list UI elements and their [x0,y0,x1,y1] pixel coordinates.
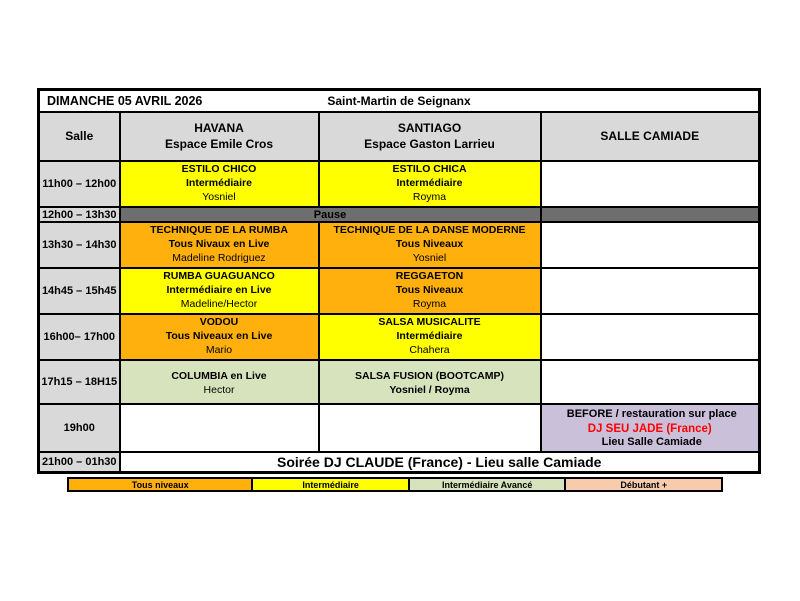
class-level: Intermédiaire en Live [166,284,272,297]
time-cell: 14h45 – 15h45 [37,267,121,315]
class-teacher: Mario [205,343,233,356]
header-salle: Salle [37,111,121,162]
schedule-location: Saint-Martin de Seignanx [327,94,471,108]
class-teacher: Madeline Rodriguez [172,251,266,264]
row-14h45: 14h45 – 15h45 RUMBA GUAGUANCO Intermédia… [37,267,761,315]
time-cell: 19h00 [37,403,121,453]
class-cell-columbia: COLUMBIA en Live Hector [118,359,320,405]
class-title: TECHNIQUE DE LA RUMBA [150,224,288,237]
time-cell: 11h00 – 12h00 [37,160,121,208]
level-legend: Tous niveaux Intermédiaire Intermédiaire… [67,477,723,492]
legend-tous-niveaux: Tous niveaux [67,477,254,492]
time-cell: 12h00 – 13h30 [37,206,121,223]
legend-intermediaire-avance: Intermédiaire Avancé [407,477,567,492]
soiree-cell: Soirée DJ CLAUDE (France) - Lieu salle C… [118,451,761,474]
header-santiago-name: SANTIAGO [397,120,462,135]
row-11h00: 11h00 – 12h00 ESTILO CHICO Intermédiaire… [37,160,761,208]
class-title: COLUMBIA en Live [171,369,267,382]
row-pause: 12h00 – 13h30 Pause [37,206,761,223]
class-teacher: Yosniel [202,190,236,203]
class-title: REGGAETON [395,270,464,283]
header-havana-name: HAVANA [194,120,244,135]
before-dj: DJ SEU JADE (France) [587,422,712,435]
class-cell-reggaeton: REGGAETON Tous Niveaux Royma [317,267,542,315]
row-19h00: 19h00 BEFORE / restauration sur place DJ… [37,403,761,453]
time-cell: 17h15 – 18H15 [37,359,121,405]
row-21h00: 21h00 – 01h30 Soirée DJ CLAUDE (France) … [37,451,761,474]
class-title: RUMBA GUAGUANCO [163,270,275,283]
before-event-cell: BEFORE / restauration sur place DJ SEU J… [539,403,761,453]
header-havana: HAVANA Espace Emile Cros [118,111,320,162]
empty-cell [539,359,761,405]
pause-cell: Pause [118,206,542,223]
class-title: VODOU [199,316,239,329]
class-level: Intermédiaire [396,330,463,343]
class-cell-vodou: VODOU Tous Niveaux en Live Mario [118,313,320,361]
empty-cell [539,160,761,208]
class-level: Tous Nivaux en Live [168,238,270,251]
class-cell-estilo-chico: ESTILO CHICO Intermédiaire Yosniel [118,160,320,208]
class-teacher: Royma [412,190,447,203]
class-cell-salsa-fusion: SALSA FUSION (BOOTCAMP) Yosniel / Royma [317,359,542,405]
class-level: Tous Niveaux [395,284,464,297]
empty-cell [539,267,761,315]
schedule-table: DIMANCHE 05 AVRIL 2026 Saint-Martin de S… [37,88,761,474]
class-title: SALSA FUSION (BOOTCAMP) [355,369,504,382]
row-17h15: 17h15 – 18H15 COLUMBIA en Live Hector SA… [37,359,761,405]
time-cell: 16h00– 17h00 [37,313,121,361]
class-title: TECHNIQUE DE LA DANSE MODERNE [333,224,526,237]
title-cell: DIMANCHE 05 AVRIL 2026 Saint-Martin de S… [37,88,761,113]
class-cell-rumba-guaguanco: RUMBA GUAGUANCO Intermédiaire en Live Ma… [118,267,320,315]
before-title: BEFORE / restauration sur place [566,408,737,421]
row-16h00: 16h00– 17h00 VODOU Tous Niveaux en Live … [37,313,761,361]
header-camiade: SALLE CAMIADE [539,111,761,162]
class-cell-estilo-chica: ESTILO CHICA Intermédiaire Royma [317,160,542,208]
class-level: Tous Niveaux [395,238,464,251]
pause-camiade-cell [539,206,761,223]
before-location: Lieu Salle Camiade [601,436,702,449]
class-level: Tous Niveaux en Live [165,330,273,343]
header-row: Salle HAVANA Espace Emile Cros SANTIAGO … [37,111,761,162]
empty-cell [539,313,761,361]
class-title: ESTILO CHICA [392,163,467,176]
legend-debutant: Débutant + [564,477,723,492]
time-cell: 21h00 – 01h30 [37,451,121,474]
title-row: DIMANCHE 05 AVRIL 2026 Saint-Martin de S… [37,88,761,113]
class-level: Intermédiaire [186,177,252,190]
class-teacher: Madeline/Hector [180,297,258,310]
class-teacher: Yosniel / Royma [389,383,470,396]
class-cell-salsa-musicalite: SALSA MUSICALITE Intermédiaire Chahera [317,313,542,361]
empty-cell [317,403,542,453]
class-cell-technique-rumba: TECHNIQUE DE LA RUMBA Tous Nivaux en Liv… [118,221,320,269]
schedule-date: DIMANCHE 05 AVRIL 2026 [47,94,203,108]
header-santiago-space: Espace Gaston Larrieu [364,136,495,151]
class-cell-technique-danse-moderne: TECHNIQUE DE LA DANSE MODERNE Tous Nivea… [317,221,542,269]
header-havana-space: Espace Emile Cros [164,136,274,151]
class-teacher: Chahera [409,343,450,356]
header-santiago: SANTIAGO Espace Gaston Larrieu [317,111,542,162]
row-13h30: 13h30 – 14h30 TECHNIQUE DE LA RUMBA Tous… [37,221,761,269]
class-teacher: Yosniel [412,251,447,264]
time-cell: 13h30 – 14h30 [37,221,121,269]
empty-cell [539,221,761,269]
class-teacher: Royma [412,297,447,310]
class-title: SALSA MUSICALITE [378,316,481,329]
class-level: Intermédiaire [396,177,463,190]
class-teacher: Hector [203,383,235,396]
class-title: ESTILO CHICO [181,163,257,176]
empty-cell [118,403,320,453]
legend-intermediaire: Intermédiaire [251,477,410,492]
